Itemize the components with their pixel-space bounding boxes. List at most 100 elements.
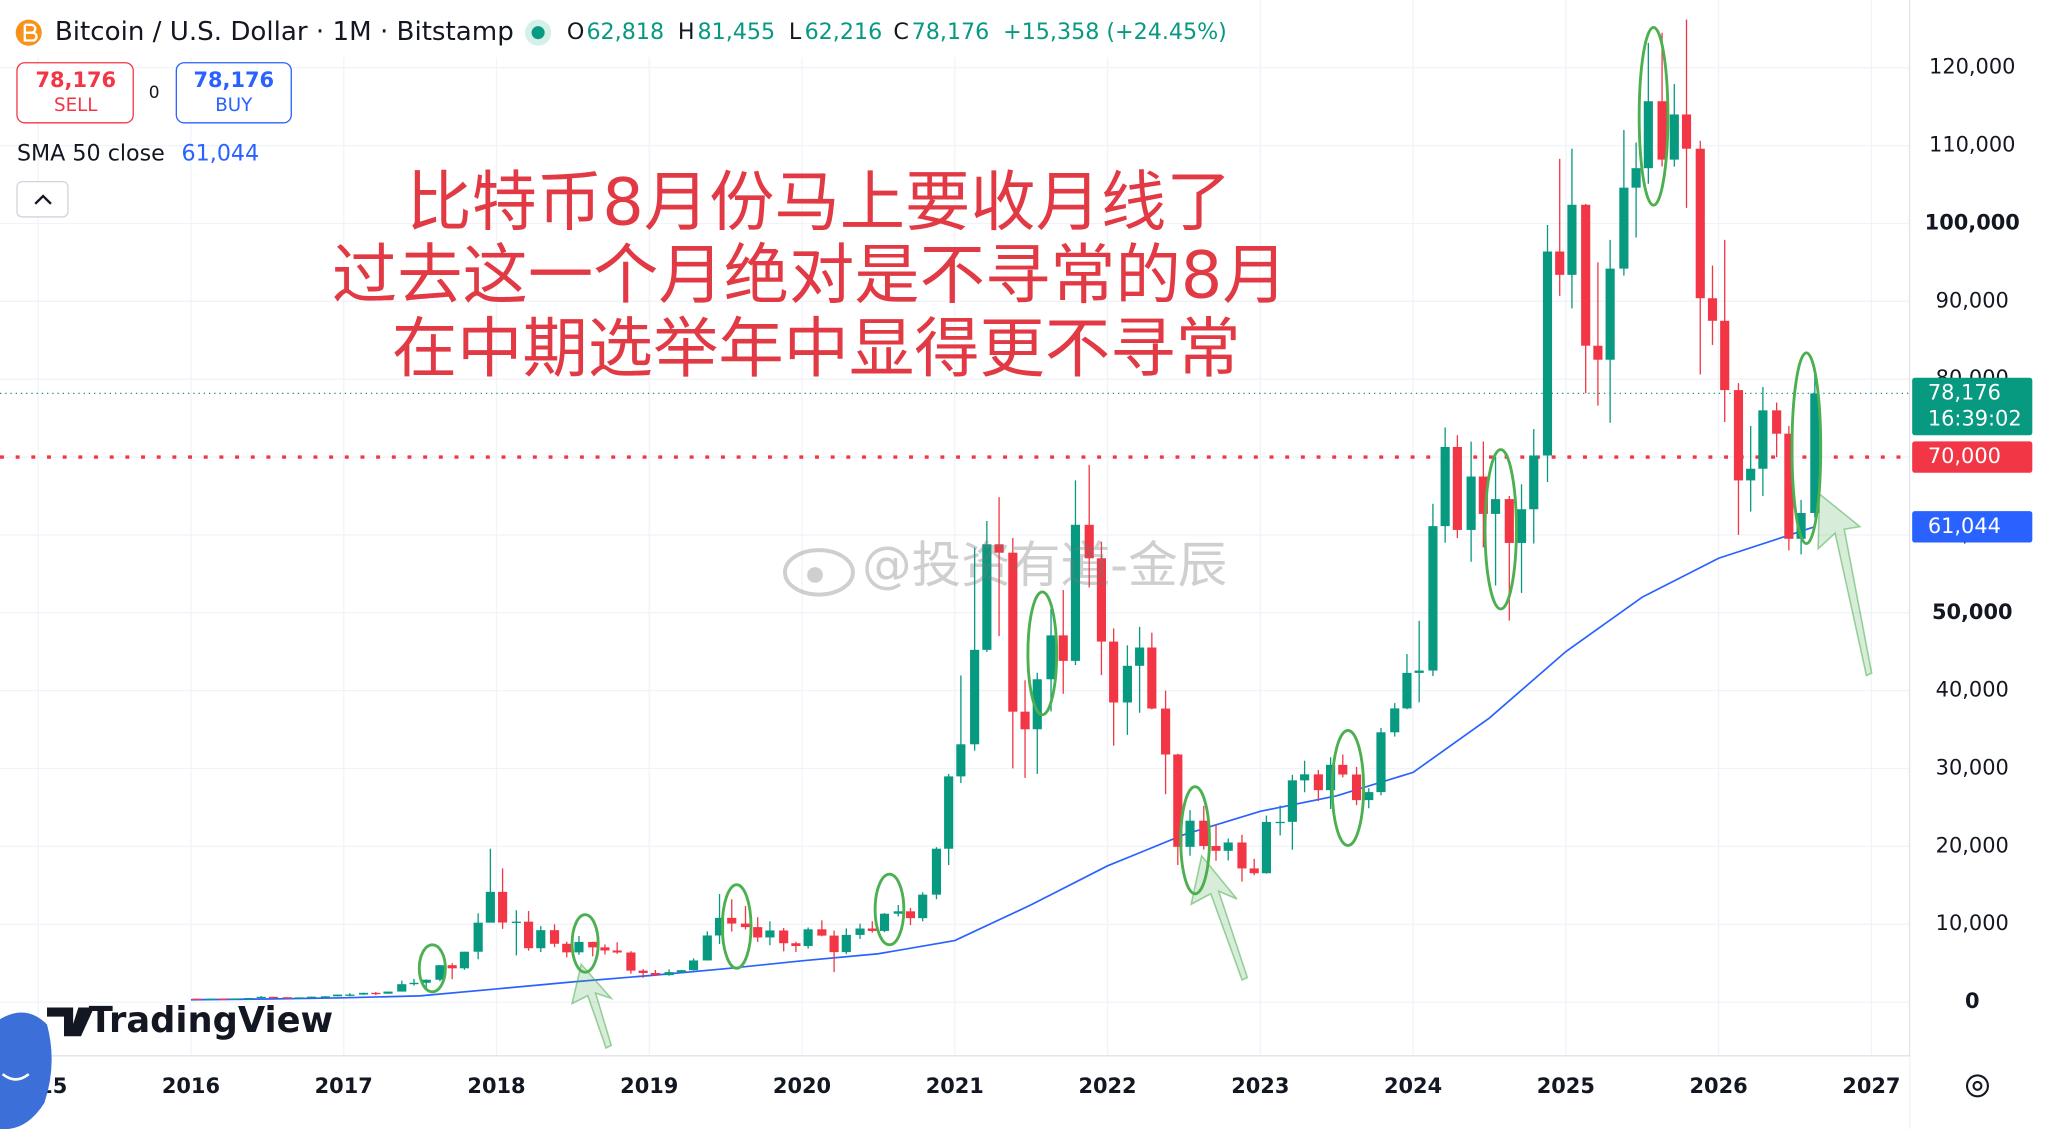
candle-body — [1237, 842, 1247, 869]
candle-body — [1020, 711, 1030, 730]
ellipse — [873, 872, 906, 947]
candle-body — [1695, 148, 1705, 299]
settings-icon[interactable] — [1965, 1074, 1989, 1098]
candle-body — [893, 911, 903, 914]
price-axis — [1909, 0, 2048, 1129]
candle-body — [1643, 101, 1653, 169]
candle-body — [841, 934, 851, 953]
candle-body — [1504, 499, 1514, 543]
ohlc-key: H — [678, 19, 695, 45]
candle-body — [727, 917, 737, 924]
ellipse — [417, 943, 447, 994]
candle-body — [1414, 670, 1424, 673]
candle-body — [1084, 524, 1094, 559]
candle-body — [192, 998, 202, 1001]
x-tick-label: 2022 — [1078, 1074, 1136, 1098]
ellipse — [1483, 448, 1518, 611]
x-tick-label: 2020 — [773, 1074, 831, 1098]
candle-body — [485, 891, 495, 923]
watermark-icon — [783, 548, 855, 597]
candle-body — [956, 744, 966, 777]
y-tick-label: 30,000 — [1936, 756, 2009, 780]
candle-body — [1390, 708, 1400, 733]
candle-body — [256, 996, 266, 999]
spread: 0 — [149, 83, 160, 103]
ellipse — [570, 913, 600, 974]
candle-body — [650, 972, 660, 976]
candle-body — [1758, 410, 1768, 469]
sell-label: SELL — [54, 95, 98, 116]
highlight-ellipses — [417, 26, 1823, 994]
candle-body — [1364, 792, 1374, 801]
y-tick-label: 10,000 — [1936, 911, 2009, 935]
time-axis — [0, 1055, 1910, 1129]
candle-body — [562, 943, 572, 953]
candle-body — [498, 891, 508, 923]
x-tick-label: 2019 — [620, 1074, 678, 1098]
candle-body — [1555, 251, 1565, 275]
buy-button[interactable] — [175, 62, 292, 124]
candle-body — [664, 972, 674, 976]
candle-body — [397, 984, 407, 992]
avatar — [0, 1012, 52, 1129]
headline-line: 过去这一个月绝对是不寻常的8月 — [332, 238, 1288, 314]
candle-body — [1046, 635, 1056, 680]
gear[interactable] — [1965, 1074, 1989, 1098]
candle-body — [1402, 672, 1412, 709]
candle-body — [779, 930, 789, 944]
x-tick-label: 2025 — [1537, 1074, 1595, 1098]
candle-body — [855, 928, 865, 935]
legend-header: Bitcoin / U.S. Dollar · 1M · Bitstamp O … — [0, 0, 1254, 218]
candle-body — [1452, 446, 1462, 530]
candle-body — [931, 848, 942, 895]
candle-body — [1326, 764, 1336, 791]
candle-body — [1070, 524, 1081, 661]
buy-label: BUY — [215, 95, 253, 116]
candle-body — [676, 970, 686, 973]
candle-body — [1657, 101, 1667, 160]
candle-body — [473, 922, 483, 952]
candle-body — [1605, 268, 1615, 360]
candle-body — [688, 960, 699, 971]
candle-body — [1223, 842, 1233, 851]
collapse-button[interactable] — [16, 180, 69, 218]
candle-body — [359, 992, 369, 995]
price-tag — [1912, 377, 2033, 436]
ellipse — [1790, 351, 1823, 546]
candle-body — [1199, 820, 1209, 846]
candle-body — [1796, 512, 1806, 539]
candle-body — [447, 965, 457, 969]
candle-body — [282, 997, 292, 999]
y-tick-label: 90,000 — [1936, 288, 2009, 312]
candle-body — [982, 544, 992, 650]
candle-body — [1733, 390, 1744, 481]
x-tick-label: 2027 — [1842, 1074, 1900, 1098]
sell-price: 78,176 — [35, 68, 116, 92]
candle-body — [803, 929, 813, 947]
sell-button[interactable] — [16, 62, 134, 124]
candle-body — [371, 992, 381, 995]
candle-body — [918, 894, 928, 919]
candle-body — [345, 994, 355, 996]
arrow — [570, 962, 614, 1050]
candle-body — [1567, 204, 1577, 275]
candle-body — [409, 982, 419, 985]
ohlc-key: O — [567, 19, 584, 45]
y-tick-label: 110,000 — [1929, 133, 2015, 157]
candle-body — [1096, 558, 1107, 642]
candle-body — [867, 928, 877, 931]
candle-body — [320, 996, 330, 998]
candle-body — [421, 979, 431, 983]
candle-body — [1669, 114, 1679, 160]
candle-body — [753, 927, 763, 938]
avatar-face — [1, 1073, 30, 1081]
y-tick-label: 50,000 — [1932, 600, 2013, 624]
y-tick-label: 120,000 — [1929, 55, 2015, 79]
candle-body — [1681, 114, 1692, 149]
candle-body — [1173, 754, 1183, 847]
x-tick-label: 2021 — [926, 1074, 984, 1098]
candle-body — [1122, 665, 1132, 703]
headline-line: 在中期选举年中显得更不寻常 — [392, 311, 1241, 387]
